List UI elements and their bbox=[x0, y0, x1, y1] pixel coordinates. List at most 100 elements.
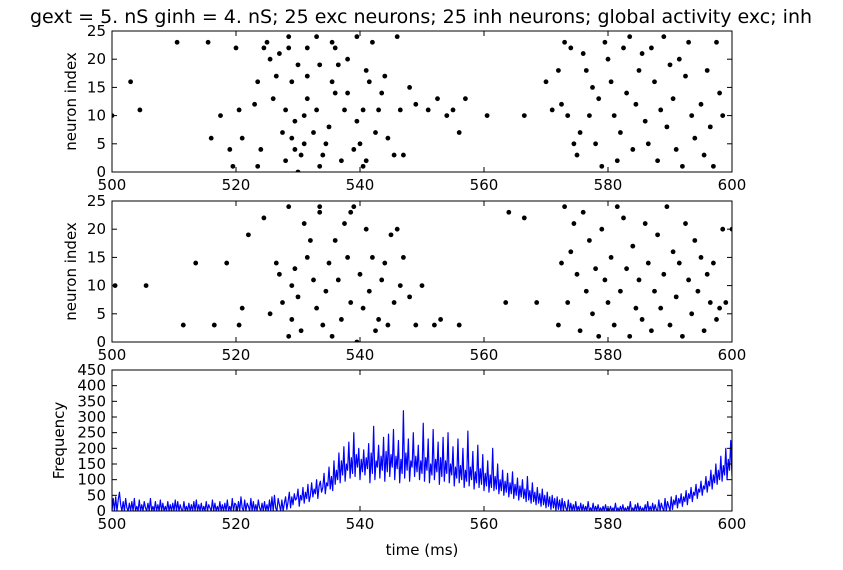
inh-spike-point bbox=[676, 260, 682, 266]
exc-spike-point bbox=[351, 147, 357, 152]
exc-spike-point bbox=[670, 96, 676, 102]
exc-spike-point bbox=[360, 163, 366, 169]
inh-spike-point bbox=[277, 271, 282, 277]
exc-xtick-label: 560 bbox=[470, 176, 499, 194]
inh-spike-point bbox=[587, 238, 592, 243]
exc-spike-point bbox=[549, 107, 555, 113]
inh-spike-point bbox=[348, 209, 354, 215]
freq-ytick-label: 400 bbox=[77, 377, 106, 395]
exc-spike-point bbox=[304, 73, 310, 79]
frequency-line bbox=[112, 410, 732, 511]
inh-spike-point bbox=[686, 277, 691, 283]
exc-spike-point bbox=[673, 147, 679, 152]
freq-ytick-label: 100 bbox=[77, 471, 106, 489]
inh-spike-point bbox=[339, 317, 344, 322]
inh-spike-point bbox=[562, 204, 567, 210]
exc-ytick-label: 20 bbox=[87, 50, 106, 68]
exc-spike-point bbox=[556, 68, 561, 73]
exc-spike-point bbox=[252, 101, 257, 107]
exc-spike-point bbox=[435, 96, 440, 102]
exc-spike-point bbox=[621, 45, 626, 51]
exc-spike-point bbox=[255, 163, 261, 169]
exc-ytick-label: 0 bbox=[96, 163, 106, 181]
freq-axes-frame bbox=[111, 369, 733, 512]
inh-spike-point bbox=[571, 221, 577, 226]
exc-spike-point bbox=[342, 107, 347, 113]
exc-spike-point bbox=[611, 113, 617, 118]
exc-spike-point bbox=[280, 130, 285, 135]
inh-spike-point bbox=[701, 328, 707, 334]
inh-spike-point bbox=[624, 266, 629, 272]
exc-spike-point bbox=[379, 90, 385, 96]
inh-spike-point bbox=[593, 266, 598, 272]
inh-spike-point bbox=[211, 322, 217, 328]
freq-xtick-label: 540 bbox=[346, 515, 375, 533]
inh-spike-point bbox=[667, 322, 673, 328]
inh-spike-point bbox=[621, 215, 626, 221]
inh-spike-point bbox=[661, 271, 667, 277]
inh-spike-point bbox=[366, 288, 372, 294]
inh-spike-point bbox=[351, 204, 357, 210]
inh-spike-point bbox=[289, 317, 295, 322]
inh-spike-point bbox=[348, 300, 354, 305]
freq-xtick-label: 500 bbox=[98, 515, 127, 533]
inh-spike-point bbox=[704, 271, 710, 277]
inh-xtick-label: 580 bbox=[594, 346, 623, 364]
inh-spike-point bbox=[689, 311, 695, 317]
inh-ytick-label: 15 bbox=[87, 248, 106, 266]
exc-spike-point bbox=[562, 39, 567, 45]
inh-spike-point bbox=[317, 204, 323, 210]
inh-axes-frame bbox=[111, 200, 733, 343]
exc-spike-point bbox=[357, 141, 363, 147]
freq-xlabel: time (ms) bbox=[386, 541, 459, 559]
inh-spike-point bbox=[506, 209, 512, 215]
inh-spike-point bbox=[180, 322, 186, 328]
inh-spike-point bbox=[707, 300, 713, 305]
inh-spike-point bbox=[655, 232, 660, 238]
exc-spike-point bbox=[298, 152, 304, 158]
inh-spike-point bbox=[401, 255, 406, 260]
freq-ytick-label: 350 bbox=[77, 392, 106, 410]
inh-spikes bbox=[112, 204, 732, 342]
exc-ytick-label: 15 bbox=[87, 78, 106, 96]
exc-spike-point bbox=[587, 113, 592, 118]
exc-spike-point bbox=[720, 113, 726, 118]
exc-spike-point bbox=[605, 56, 611, 62]
exc-spike-point bbox=[714, 39, 719, 45]
exc-spike-point bbox=[639, 51, 645, 56]
exc-ytick-label: 10 bbox=[87, 107, 106, 125]
inh-spike-point bbox=[580, 209, 586, 215]
inh-spike-point bbox=[394, 226, 400, 232]
exc-spike-point bbox=[295, 169, 301, 172]
inh-spike-point bbox=[354, 339, 360, 342]
exc-spike-point bbox=[323, 141, 329, 147]
exc-axes-frame bbox=[111, 30, 733, 173]
exc-spike-point bbox=[208, 135, 214, 141]
inh-spike-point bbox=[438, 317, 443, 322]
inh-spike-point bbox=[320, 322, 326, 328]
exc-spike-point bbox=[698, 101, 704, 107]
exc-spike-point bbox=[382, 73, 388, 79]
exc-spike-point bbox=[568, 45, 574, 51]
freq-ytick-label: 200 bbox=[77, 439, 106, 457]
inh-spike-point bbox=[397, 283, 403, 288]
inh-spike-point bbox=[286, 204, 292, 210]
exc-ytick-label: 25 bbox=[87, 22, 106, 40]
exc-spike-point bbox=[701, 152, 707, 158]
freq-ytick-label: 250 bbox=[77, 424, 106, 442]
exc-spike-point bbox=[286, 45, 292, 51]
exc-spike-point bbox=[304, 45, 310, 51]
exc-spike-point bbox=[354, 118, 360, 124]
exc-spike-point bbox=[683, 73, 688, 79]
exc-spike-point bbox=[655, 158, 660, 164]
exc-raster-panel: 500 520 540 560 580 600 0 5 10 15 20 25 neuron index bbox=[62, 22, 746, 194]
inh-xtick-label: 540 bbox=[346, 346, 375, 364]
exc-spike-point bbox=[680, 163, 685, 169]
exc-spike-point bbox=[444, 113, 450, 118]
exc-spike-point bbox=[580, 51, 586, 56]
exc-spike-point bbox=[363, 158, 369, 164]
inh-spike-point bbox=[534, 300, 540, 305]
freq-ytick-label: 0 bbox=[96, 502, 106, 520]
exc-spike-point bbox=[236, 107, 242, 113]
inh-spike-point bbox=[292, 266, 298, 272]
